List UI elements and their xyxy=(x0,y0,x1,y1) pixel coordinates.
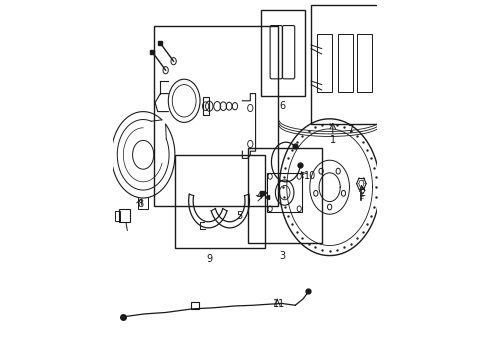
Text: 10: 10 xyxy=(304,171,316,181)
Bar xyxy=(317,34,332,92)
Text: 1: 1 xyxy=(330,135,336,145)
Bar xyxy=(357,34,372,92)
Text: 4: 4 xyxy=(256,191,263,201)
Bar xyxy=(154,26,278,206)
Text: 2: 2 xyxy=(359,188,365,198)
Text: 9: 9 xyxy=(207,254,213,264)
Bar xyxy=(116,211,120,221)
Bar xyxy=(311,5,389,124)
Bar xyxy=(175,155,265,248)
Text: 3: 3 xyxy=(279,251,285,261)
Bar xyxy=(261,10,304,96)
Bar xyxy=(338,34,353,92)
Bar xyxy=(247,148,322,243)
Text: 6: 6 xyxy=(279,101,285,111)
Text: 7: 7 xyxy=(347,125,353,135)
Bar xyxy=(203,97,209,115)
Bar xyxy=(120,209,130,222)
Text: 11: 11 xyxy=(272,299,285,309)
Bar xyxy=(268,173,302,212)
Text: 5: 5 xyxy=(236,211,242,221)
Text: 8: 8 xyxy=(137,199,143,210)
Bar xyxy=(191,302,199,309)
